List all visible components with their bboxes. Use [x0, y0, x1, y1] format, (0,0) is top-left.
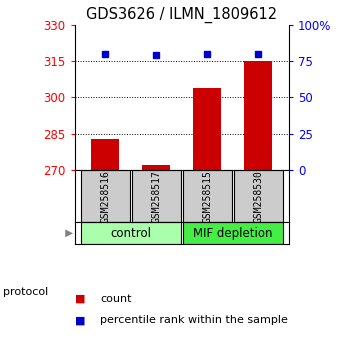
- Text: protocol: protocol: [3, 287, 49, 297]
- Bar: [142, 165, 170, 170]
- Bar: [244, 61, 272, 170]
- Text: GSM258517: GSM258517: [151, 170, 162, 223]
- Title: GDS3626 / ILMN_1809612: GDS3626 / ILMN_1809612: [86, 7, 277, 23]
- Text: count: count: [100, 294, 132, 304]
- Text: MIF depletion: MIF depletion: [193, 227, 273, 240]
- Text: ■: ■: [75, 315, 85, 325]
- Bar: [81, 222, 181, 244]
- Bar: [183, 170, 232, 222]
- Bar: [81, 170, 130, 222]
- Bar: [132, 170, 181, 222]
- Text: GSM258515: GSM258515: [202, 170, 212, 223]
- Text: control: control: [110, 227, 151, 240]
- Text: GSM258530: GSM258530: [253, 170, 264, 223]
- Text: ■: ■: [75, 294, 85, 304]
- Text: percentile rank within the sample: percentile rank within the sample: [100, 315, 288, 325]
- Bar: [234, 170, 283, 222]
- Text: GSM258516: GSM258516: [100, 170, 110, 223]
- Bar: [193, 88, 221, 170]
- Bar: [91, 139, 119, 170]
- Bar: [183, 222, 283, 244]
